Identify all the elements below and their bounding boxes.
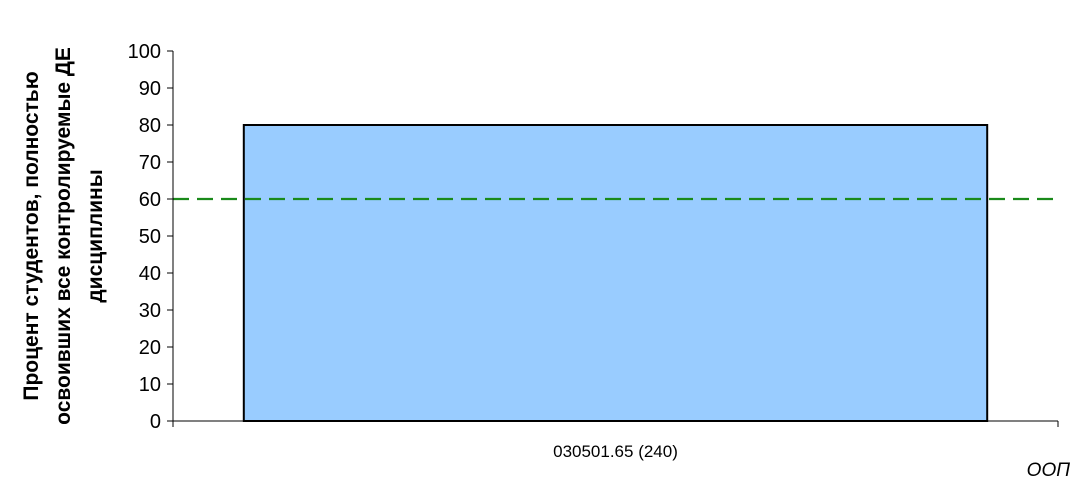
y-tick-label: 30 — [139, 300, 161, 322]
y-axis-title-line: дисциплины — [84, 169, 107, 302]
y-tick-label: 80 — [139, 115, 161, 137]
y-tick-label: 90 — [139, 78, 161, 100]
y-tick-label: 10 — [139, 374, 161, 396]
y-axis-title: Процент студентов, полностью освоивших вс… — [20, 47, 107, 425]
bars-group — [242, 124, 989, 422]
x-axis-title: ООП — [1027, 460, 1071, 481]
y-tick-label: 0 — [150, 411, 161, 433]
y-axis-title-line: освоивших все контролируемые ДЕ — [52, 47, 75, 425]
bar — [242, 124, 989, 422]
x-axis-ticks: 030501.65 (240) — [172, 421, 1059, 461]
y-tick-label: 70 — [139, 152, 161, 174]
y-tick-label: 50 — [139, 226, 161, 248]
y-axis-title-line: Процент студентов, полностью — [20, 71, 43, 400]
y-tick-label: 40 — [139, 263, 161, 285]
y-axis-ticks: 0 10 20 30 40 50 60 70 80 90 100 — [128, 41, 173, 433]
y-tick-label: 20 — [139, 337, 161, 359]
x-category-label: 030501.65 (240) — [553, 442, 678, 461]
y-tick-label: 100 — [128, 41, 161, 63]
y-tick-label: 60 — [139, 189, 161, 211]
